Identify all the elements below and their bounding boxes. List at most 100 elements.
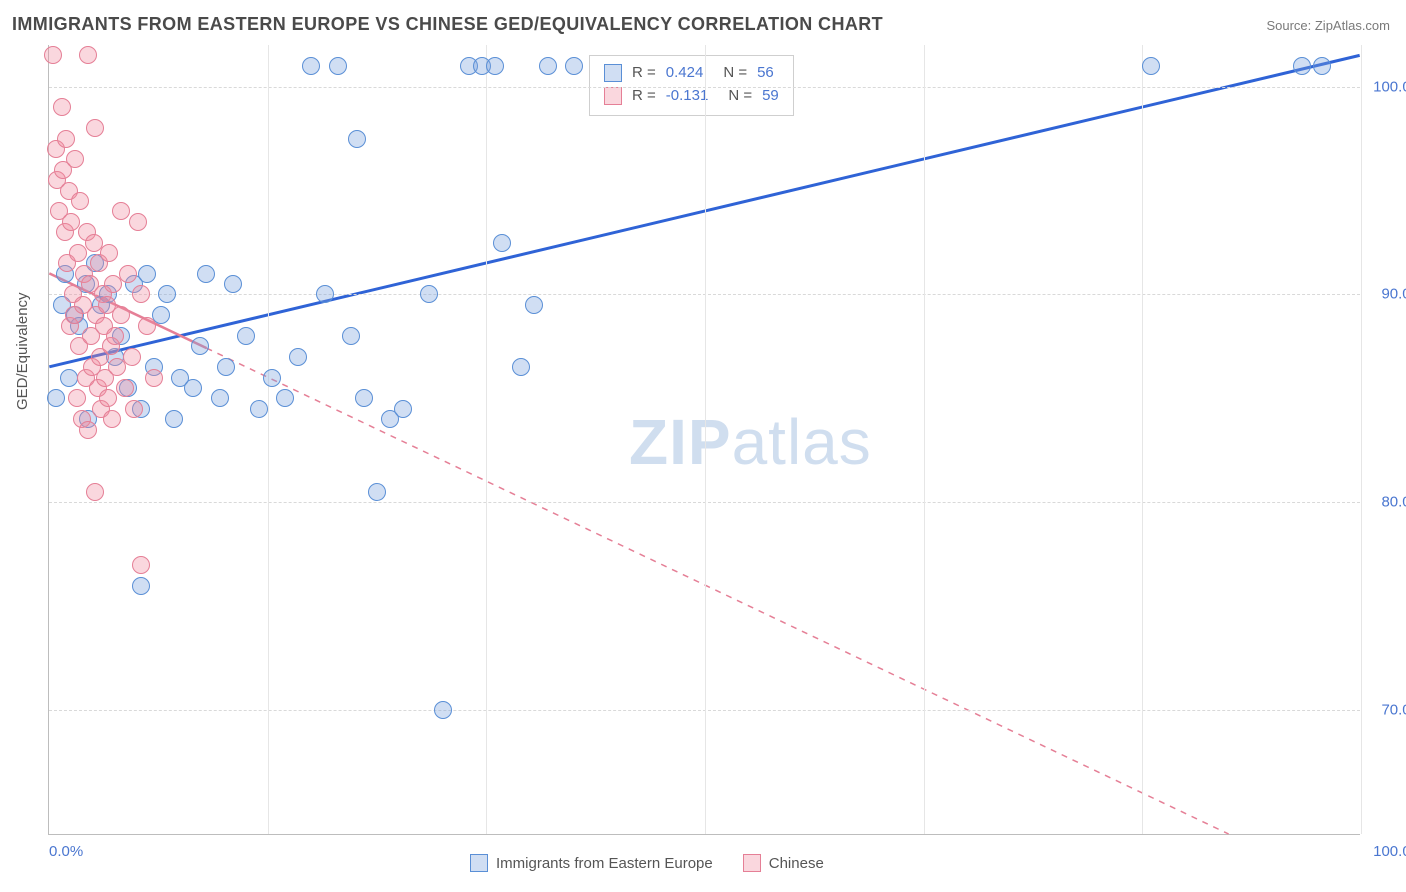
data-point [69, 244, 87, 262]
data-point [86, 119, 104, 137]
data-point [224, 275, 242, 293]
data-point [44, 46, 62, 64]
data-point [66, 150, 84, 168]
data-point [116, 379, 134, 397]
data-point [145, 369, 163, 387]
y-axis-label: GED/Equivalency [14, 292, 31, 410]
r-value-series-2: -0.131 [666, 85, 709, 108]
data-point [62, 213, 80, 231]
y-tick-label: 80.0% [1381, 494, 1406, 511]
chart-title: IMMIGRANTS FROM EASTERN EUROPE VS CHINES… [12, 14, 883, 35]
data-point [47, 389, 65, 407]
stats-row-series-2: R = -0.131 N = 59 [604, 85, 779, 108]
data-point [276, 389, 294, 407]
data-point [100, 244, 118, 262]
data-point [420, 285, 438, 303]
n-value-series-1: 56 [757, 62, 774, 85]
x-tick-min: 0.0% [49, 843, 83, 860]
data-point [132, 577, 150, 595]
gridline-vertical [1361, 45, 1362, 834]
n-prefix: N = [728, 85, 752, 108]
data-point [1313, 57, 1331, 75]
data-point [394, 400, 412, 418]
data-point [112, 306, 130, 324]
x-tick-max: 100.0% [1373, 843, 1406, 860]
data-point [165, 410, 183, 428]
data-point [329, 57, 347, 75]
data-point [486, 57, 504, 75]
y-tick-label: 100.0% [1373, 78, 1406, 95]
r-value-series-1: 0.424 [666, 62, 704, 85]
legend-item-series-2: Chinese [743, 854, 824, 872]
data-point [125, 400, 143, 418]
n-value-series-2: 59 [762, 85, 779, 108]
data-point [434, 701, 452, 719]
n-prefix: N = [723, 62, 747, 85]
data-point [237, 327, 255, 345]
gridline-vertical [486, 45, 487, 834]
data-point [79, 46, 97, 64]
legend-label-series-2: Chinese [769, 855, 824, 872]
data-point [129, 213, 147, 231]
data-point [138, 265, 156, 283]
data-point [368, 483, 386, 501]
legend: Immigrants from Eastern Europe Chinese [470, 854, 824, 872]
data-point [158, 285, 176, 303]
data-point [348, 130, 366, 148]
data-point [57, 130, 75, 148]
gridline-vertical [1142, 45, 1143, 834]
data-point [1142, 57, 1160, 75]
swatch-series-2 [604, 87, 622, 105]
data-point [197, 265, 215, 283]
data-point [132, 285, 150, 303]
data-point [539, 57, 557, 75]
data-point [123, 348, 141, 366]
data-point [119, 265, 137, 283]
stats-row-series-1: R = 0.424 N = 56 [604, 62, 779, 85]
gridline-vertical [705, 45, 706, 834]
data-point [138, 317, 156, 335]
data-point [565, 57, 583, 75]
data-point [79, 421, 97, 439]
legend-swatch-series-1 [470, 854, 488, 872]
data-point [250, 400, 268, 418]
data-point [302, 57, 320, 75]
legend-label-series-1: Immigrants from Eastern Europe [496, 855, 713, 872]
stats-box: R = 0.424 N = 56 R = -0.131 N = 59 [589, 55, 794, 116]
data-point [525, 296, 543, 314]
y-tick-label: 70.0% [1381, 702, 1406, 719]
data-point [191, 337, 209, 355]
data-point [289, 348, 307, 366]
data-point [103, 410, 121, 428]
data-point [53, 98, 71, 116]
data-point [211, 389, 229, 407]
data-point [217, 358, 235, 376]
data-point [99, 389, 117, 407]
data-point [132, 556, 150, 574]
data-point [86, 483, 104, 501]
data-point [512, 358, 530, 376]
data-point [355, 389, 373, 407]
legend-item-series-1: Immigrants from Eastern Europe [470, 854, 713, 872]
chart-container: IMMIGRANTS FROM EASTERN EUROPE VS CHINES… [0, 0, 1406, 892]
data-point [263, 369, 281, 387]
gridline-vertical [268, 45, 269, 834]
data-point [60, 369, 78, 387]
source-prefix: Source: [1266, 18, 1314, 33]
data-point [85, 234, 103, 252]
r-prefix: R = [632, 85, 656, 108]
legend-swatch-series-2 [743, 854, 761, 872]
gridline-vertical [924, 45, 925, 834]
data-point [184, 379, 202, 397]
y-tick-label: 90.0% [1381, 286, 1406, 303]
data-point [112, 202, 130, 220]
r-prefix: R = [632, 62, 656, 85]
data-point [71, 192, 89, 210]
data-point [68, 389, 86, 407]
data-point [342, 327, 360, 345]
data-point [316, 285, 334, 303]
data-point [493, 234, 511, 252]
plot-area: ZIPatlas R = 0.424 N = 56 R = -0.131 N =… [48, 45, 1360, 835]
data-point [1293, 57, 1311, 75]
data-point [106, 327, 124, 345]
